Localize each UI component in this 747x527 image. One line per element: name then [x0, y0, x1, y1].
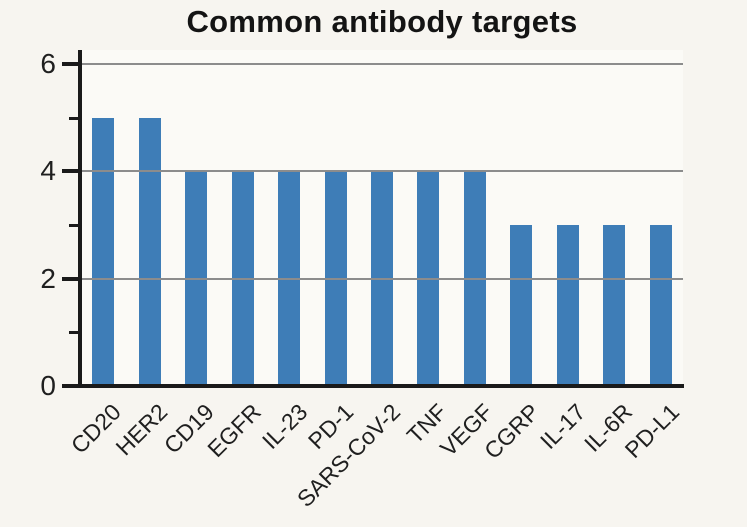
x-tick-label-IL-17: IL-17: [535, 398, 591, 455]
x-axis-spine: [62, 384, 684, 388]
y-axis-spine: [78, 50, 82, 388]
y-tick-label-2: 2: [40, 262, 56, 294]
y-tick-major-2: [62, 276, 79, 281]
y-tick-label-6: 6: [40, 48, 56, 79]
y-tick-minor-1: [69, 331, 79, 335]
bar-PD-L1: [649, 225, 672, 386]
y-tick-major-0: [62, 384, 79, 388]
gridline-y-2: [80, 277, 683, 280]
gridline-y-4: [80, 170, 683, 173]
bar-IL-17: [556, 225, 579, 386]
y-tick-minor-5: [69, 116, 79, 120]
bar-CGRP: [510, 225, 533, 386]
y-tick-major-6: [62, 62, 79, 66]
y-tick-minor-3: [69, 224, 79, 227]
chart-title: Common antibody targets: [186, 4, 578, 39]
y-tick-major-4: [62, 169, 79, 174]
x-tick-label-HER2: HER2: [110, 398, 173, 461]
y-tick-label-0: 0: [40, 370, 56, 401]
bar-IL-6R: [603, 225, 626, 386]
y-tick-label-4: 4: [40, 155, 56, 187]
x-tick-label-IL-23: IL-23: [256, 398, 313, 455]
gridline-y-6: [80, 63, 683, 65]
bar-HER2: [138, 117, 161, 386]
bar-CD20: [92, 117, 115, 386]
x-tick-label-EGFR: EGFR: [202, 398, 266, 463]
